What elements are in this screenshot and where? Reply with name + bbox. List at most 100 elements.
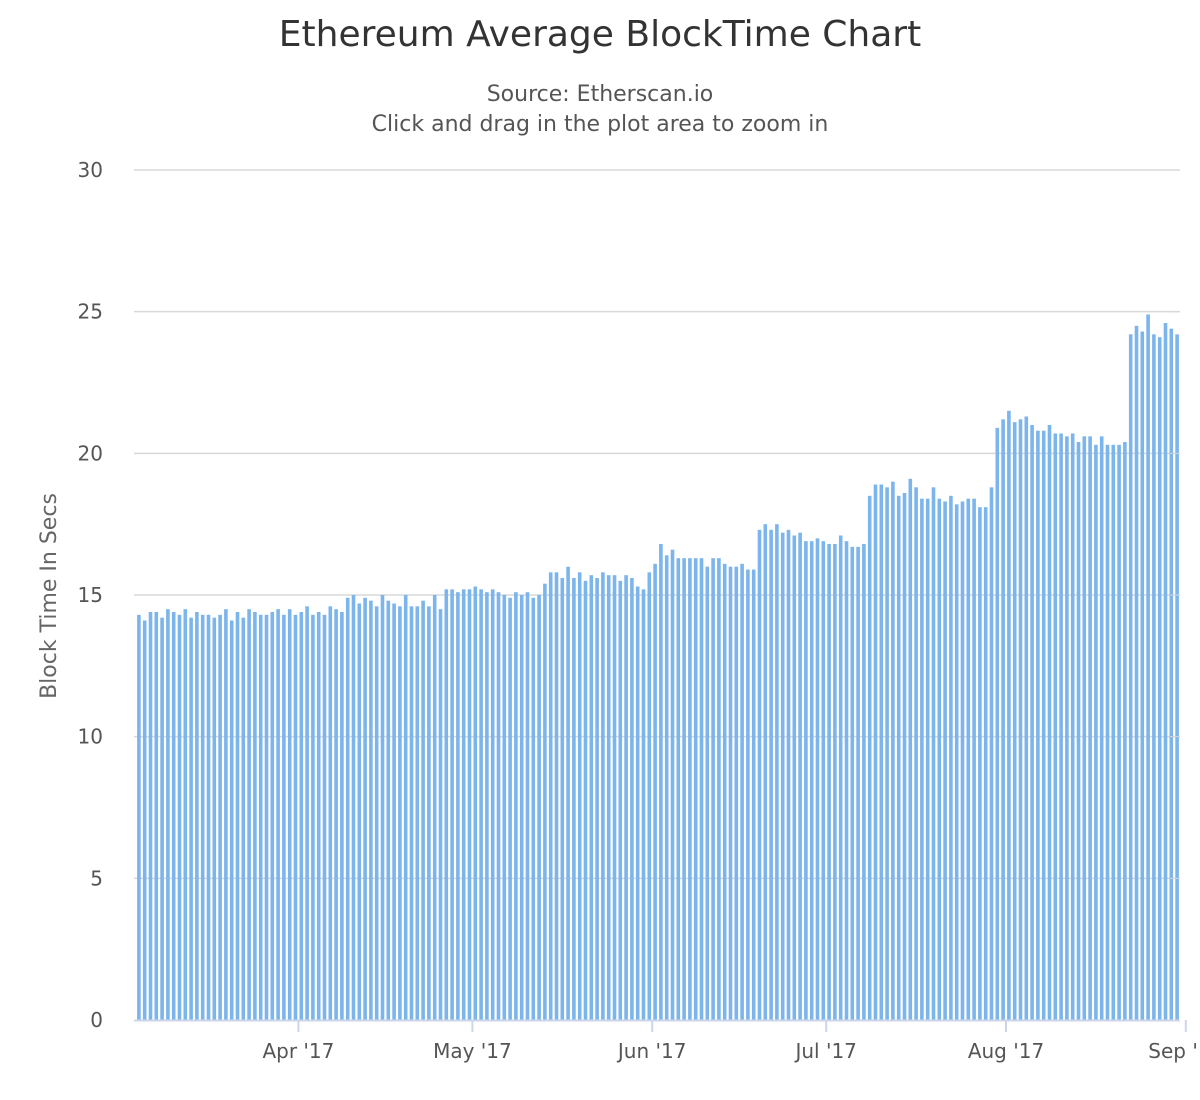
bar[interactable] (247, 609, 251, 1020)
bar[interactable] (166, 609, 170, 1020)
bar[interactable] (496, 592, 501, 1020)
bar[interactable] (867, 495, 872, 1021)
bar[interactable] (728, 566, 733, 1020)
bar[interactable] (757, 529, 762, 1020)
bar[interactable] (746, 569, 750, 1021)
bar[interactable] (856, 546, 860, 1020)
bar[interactable] (502, 595, 507, 1020)
bar[interactable] (699, 558, 704, 1020)
bar[interactable] (630, 578, 634, 1020)
bar[interactable] (1070, 433, 1075, 1021)
bar[interactable] (705, 566, 710, 1020)
bar[interactable] (943, 501, 947, 1021)
bar[interactable] (432, 595, 437, 1020)
bar[interactable] (543, 583, 547, 1020)
bar[interactable] (218, 614, 222, 1020)
bar[interactable] (1076, 442, 1081, 1020)
bar[interactable] (606, 575, 611, 1020)
bar[interactable] (711, 558, 715, 1020)
bar[interactable] (154, 612, 159, 1020)
bar[interactable] (885, 487, 889, 1021)
bar[interactable] (334, 609, 338, 1020)
bar[interactable] (572, 578, 576, 1020)
bar[interactable] (444, 589, 449, 1020)
bar[interactable] (763, 524, 768, 1020)
bar[interactable] (798, 532, 802, 1020)
bar[interactable] (1001, 419, 1005, 1021)
bar[interactable] (833, 544, 837, 1020)
bar[interactable] (531, 597, 536, 1020)
bar[interactable] (589, 575, 594, 1020)
bar[interactable] (804, 541, 808, 1020)
bar[interactable] (1012, 422, 1017, 1020)
bar[interactable] (421, 600, 425, 1020)
bar[interactable] (601, 572, 605, 1020)
bar[interactable] (595, 578, 599, 1020)
bar[interactable] (1169, 328, 1174, 1020)
bar[interactable] (891, 481, 895, 1020)
bar[interactable] (473, 586, 478, 1021)
bar[interactable] (403, 595, 408, 1020)
bar[interactable] (264, 614, 269, 1020)
bar[interactable] (374, 606, 379, 1020)
bar[interactable] (380, 595, 385, 1020)
bar[interactable] (479, 589, 483, 1020)
bar[interactable] (676, 558, 681, 1020)
bar[interactable] (1036, 430, 1040, 1020)
bar[interactable] (1094, 444, 1098, 1021)
bar[interactable] (386, 600, 391, 1020)
bar[interactable] (340, 612, 344, 1020)
bar[interactable] (322, 614, 327, 1020)
bar[interactable] (1024, 416, 1029, 1021)
bar[interactable] (1007, 410, 1011, 1021)
bar[interactable] (641, 589, 646, 1020)
bar[interactable] (983, 507, 988, 1020)
bar[interactable] (989, 487, 994, 1021)
bar[interactable] (1140, 331, 1145, 1021)
bar[interactable] (1053, 433, 1058, 1021)
bar[interactable] (850, 546, 855, 1020)
bar[interactable] (862, 544, 866, 1020)
bar[interactable] (357, 603, 362, 1021)
bar[interactable] (293, 614, 298, 1020)
bar[interactable] (409, 606, 414, 1020)
bar[interactable] (1128, 334, 1133, 1021)
bar[interactable] (809, 541, 814, 1020)
bar[interactable] (786, 529, 791, 1020)
bar[interactable] (212, 617, 217, 1020)
bar[interactable] (566, 566, 570, 1020)
bar[interactable] (224, 609, 228, 1020)
bar[interactable] (949, 495, 953, 1021)
bar[interactable] (351, 595, 356, 1020)
bar[interactable] (1123, 442, 1127, 1020)
bar[interactable] (792, 535, 797, 1021)
bar[interactable] (415, 606, 420, 1020)
bar[interactable] (282, 614, 286, 1020)
bar[interactable] (635, 586, 640, 1021)
bar[interactable] (624, 575, 628, 1020)
bar[interactable] (914, 487, 918, 1021)
bar[interactable] (554, 572, 559, 1020)
bar[interactable] (896, 495, 901, 1021)
bar[interactable] (902, 493, 907, 1020)
bar[interactable] (821, 541, 826, 1020)
bar[interactable] (1059, 433, 1063, 1021)
bar[interactable] (937, 498, 942, 1020)
bar[interactable] (670, 549, 675, 1020)
bar[interactable] (1152, 334, 1156, 1021)
bar[interactable] (160, 617, 164, 1020)
bar[interactable] (931, 487, 936, 1021)
bar[interactable] (299, 612, 304, 1020)
bar[interactable] (235, 612, 240, 1020)
bar[interactable] (1146, 314, 1150, 1021)
bar[interactable] (1018, 419, 1023, 1021)
bar[interactable] (577, 572, 582, 1020)
bar[interactable] (485, 592, 489, 1020)
bar[interactable] (972, 498, 976, 1020)
bar[interactable] (253, 612, 257, 1020)
bar[interactable] (467, 589, 472, 1020)
bar[interactable] (363, 597, 367, 1020)
bar[interactable] (276, 609, 280, 1020)
bar[interactable] (241, 617, 246, 1020)
bar[interactable] (659, 544, 663, 1020)
